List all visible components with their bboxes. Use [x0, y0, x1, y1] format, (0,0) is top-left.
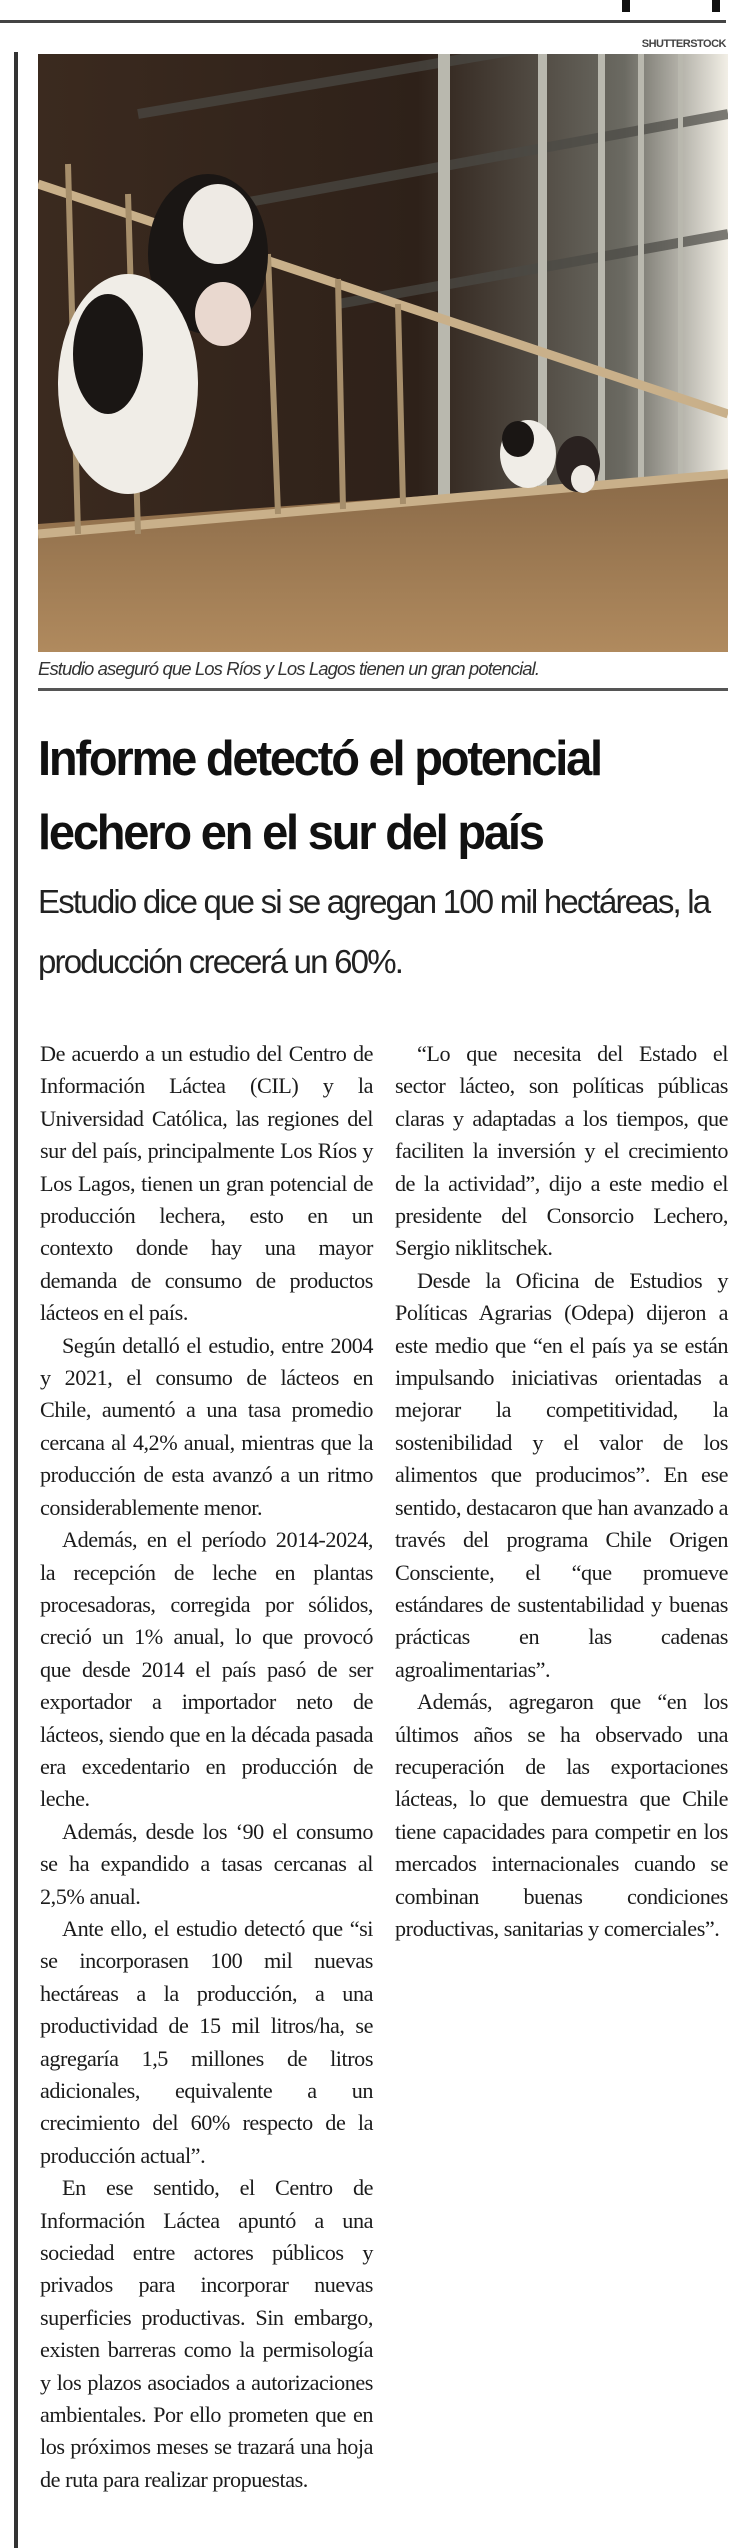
- paragraph: Además, en el período 2014-2024, la rece…: [40, 1527, 373, 1812]
- column-rule: [14, 52, 18, 2548]
- paragraph: De acuerdo a un estudio del Centro de In…: [40, 1041, 373, 1326]
- paragraph: “Lo que necesita del Estado el sector lá…: [395, 1041, 728, 1261]
- photo-caption: Estudio aseguró que Los Ríos y Los Lagos…: [38, 658, 540, 679]
- cows-barn-photo: [38, 54, 728, 652]
- paragraph: Según detalló el estudio, entre 2004 y 2…: [40, 1332, 373, 1520]
- article-body: De acuerdo a un estudio del Centro de In…: [40, 1038, 728, 2538]
- photo-credit: SHUTTERSTOCK: [641, 38, 727, 50]
- cropped-glyph: [712, 0, 720, 12]
- paragraph: Además, desde los ‘90 el consumo se ha e…: [40, 1818, 373, 1909]
- caption-rule: [38, 688, 728, 691]
- top-rule: [0, 20, 726, 23]
- headline: Informe detectó el potencial lechero en …: [38, 732, 603, 860]
- subheadline: Estudio dice que si se agregan 100 mil h…: [38, 883, 711, 980]
- paragraph: En ese sentido, el Centro de Información…: [40, 2175, 373, 2492]
- paragraph: Desde la Oficina de Estudios y Políticas…: [395, 1267, 728, 1682]
- paragraph: Ante ello, el estudio detectó que “si se…: [40, 1915, 373, 2168]
- previous-page-fragment: [0, 0, 756, 22]
- cropped-glyph: [622, 0, 630, 12]
- paragraph: Además, agregaron que “en los últimos añ…: [395, 1689, 728, 1941]
